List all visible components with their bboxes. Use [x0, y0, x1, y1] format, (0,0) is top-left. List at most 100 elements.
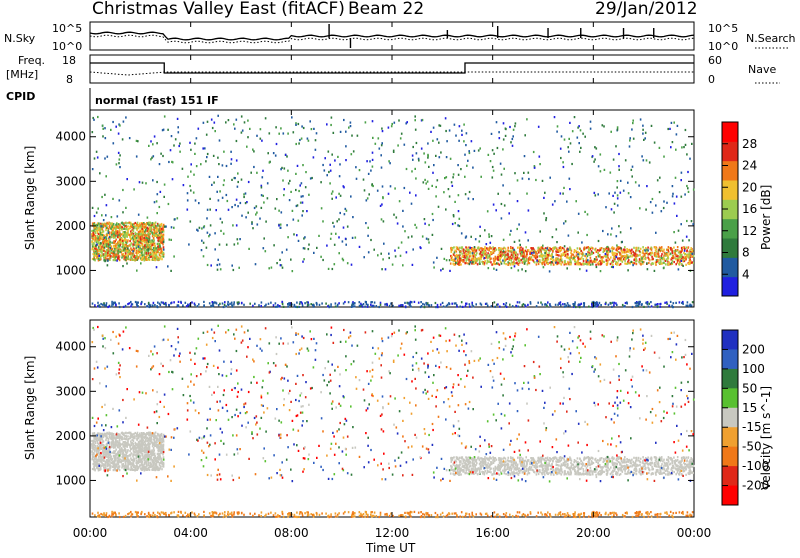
power-echo: [573, 251, 575, 253]
power-echo: [450, 263, 452, 265]
power-echo: [126, 226, 128, 228]
power-echo: [563, 222, 565, 224]
power-echo: [302, 261, 304, 263]
power-echo: [125, 207, 127, 209]
power-echo: [110, 129, 112, 131]
power-echo: [190, 163, 192, 165]
power-echo: [475, 238, 477, 240]
power-echo: [190, 149, 192, 151]
power-echo: [529, 262, 531, 264]
power-echo: [338, 236, 340, 238]
power-echo: [501, 217, 503, 219]
power-echo: [102, 230, 104, 232]
power-echo: [345, 238, 347, 240]
power-echo: [568, 138, 570, 140]
power-echo: [397, 222, 399, 224]
power-echo: [310, 177, 312, 179]
power-echo: [526, 118, 528, 120]
power-echo: [173, 227, 175, 229]
power-echo: [594, 146, 596, 148]
power-echo: [210, 224, 212, 226]
power-echo: [444, 177, 446, 179]
power-echo: [96, 224, 98, 226]
power-echo: [494, 301, 496, 303]
power-echo: [598, 255, 600, 257]
power-echo: [460, 168, 462, 170]
power-echo: [97, 305, 99, 307]
power-echo: [159, 245, 161, 247]
power-echo: [657, 179, 659, 181]
nave-label: Nave: [748, 63, 776, 76]
power-echo: [196, 165, 198, 167]
power-echo: [617, 197, 619, 199]
power-echo: [154, 135, 156, 137]
power-echo: [231, 304, 233, 306]
power-echo: [457, 164, 459, 166]
power-echo: [383, 243, 385, 245]
power-echo: [685, 258, 687, 260]
power-echo: [465, 305, 467, 307]
cpid-text: normal (fast) 151 IF: [95, 94, 219, 107]
power-echo: [515, 122, 517, 124]
power-echo: [607, 257, 609, 259]
power-echo: [268, 267, 270, 269]
power-echo: [524, 258, 526, 260]
power-echo: [252, 227, 254, 229]
power-echo: [351, 306, 353, 308]
power-echo: [436, 257, 438, 259]
power-echo: [365, 222, 367, 224]
power-echo: [504, 204, 506, 206]
power-echo: [467, 160, 469, 162]
power-echo: [402, 225, 404, 227]
power-echo: [252, 305, 254, 307]
power-echo: [343, 119, 345, 121]
power-echo: [602, 124, 604, 126]
power-echo: [159, 237, 161, 239]
velocity-echo: [152, 445, 154, 447]
power-echo: [247, 120, 249, 122]
date-label: 29/Jan/2012: [595, 0, 698, 19]
power-echo: [148, 224, 150, 226]
power-echo: [194, 143, 196, 145]
power-echo: [217, 259, 219, 261]
power-echo: [540, 302, 542, 304]
power-echo: [256, 212, 258, 214]
power-echo: [674, 202, 676, 204]
power-echo: [189, 142, 191, 144]
power-echo: [479, 147, 481, 149]
power-echo: [335, 196, 337, 198]
power-echo: [499, 264, 501, 266]
power-echo: [380, 304, 382, 306]
power-echo: [471, 258, 473, 260]
power-echo: [546, 217, 548, 219]
power-echo: [241, 302, 243, 304]
power-echo: [100, 228, 102, 230]
power-echo: [467, 262, 469, 264]
power-echo: [679, 301, 681, 303]
power-echo: [595, 194, 597, 196]
power-echo: [546, 305, 548, 307]
power-echo: [655, 248, 657, 250]
power-echo: [673, 231, 675, 233]
power-echo: [380, 302, 382, 304]
power-echo: [607, 246, 609, 248]
power-echo: [155, 256, 157, 258]
power-echo: [504, 256, 506, 258]
power-echo: [427, 181, 429, 183]
power-echo: [330, 124, 332, 126]
power-echo: [502, 148, 504, 150]
power-echo: [280, 227, 282, 229]
power-echo: [474, 258, 476, 260]
power-echo: [130, 247, 132, 249]
power-echo: [326, 123, 328, 125]
power-echo: [308, 244, 310, 246]
power-echo: [514, 172, 516, 174]
power-echo: [535, 251, 537, 253]
power-echo: [691, 253, 693, 255]
power-echo: [463, 124, 465, 126]
power-echo: [577, 247, 579, 249]
power-echo: [145, 224, 147, 226]
power-echo: [620, 263, 622, 265]
power-echo: [371, 301, 373, 303]
power-echo: [481, 256, 483, 258]
